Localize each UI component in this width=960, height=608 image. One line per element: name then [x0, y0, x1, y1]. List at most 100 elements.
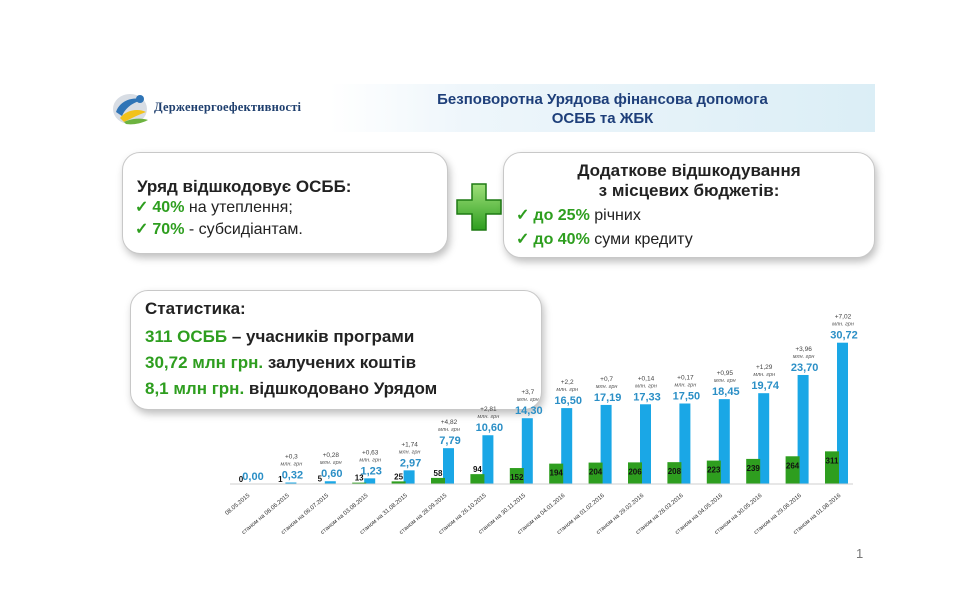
amount-bar	[718, 399, 730, 484]
agency-name: Держенергоефективності	[154, 100, 302, 114]
increment-label: +0,95	[717, 370, 734, 377]
amount-label: 17,33	[633, 391, 661, 403]
increment-label: +2,81	[480, 406, 497, 413]
increment-label: +0,7	[600, 376, 613, 383]
statistics-text: залучених коштів	[263, 353, 417, 372]
compensation-item: ✓ 40% на утеплення;	[135, 197, 293, 217]
participants-label: 152	[510, 473, 524, 482]
compensation-percent: 70%	[152, 221, 185, 238]
increment-label: +1,29	[756, 364, 773, 371]
participants-bar	[588, 462, 603, 484]
participants-bar	[352, 482, 367, 484]
increment-unit-label: млн. грн	[675, 383, 697, 389]
increment-label: +0,28	[323, 452, 340, 459]
participants-bar	[825, 451, 839, 484]
participants-label: 223	[707, 466, 721, 475]
category-label: 08.05.2015	[224, 493, 251, 517]
local-budget-percent: до 25%	[533, 207, 590, 224]
check-icon: ✓	[516, 207, 530, 224]
participants-label: 264	[786, 461, 800, 470]
participants-label: 194	[550, 469, 564, 478]
participants-bar	[470, 474, 485, 484]
amount-label: 16,50	[554, 395, 582, 407]
amount-bar	[600, 404, 612, 484]
increment-unit-label: млн. грн	[635, 383, 657, 389]
amount-bar	[758, 393, 770, 484]
amount-label: 7,79	[439, 435, 460, 447]
local-budget-heading-1: Додаткове відшкодування	[577, 161, 801, 180]
amount-label: 18,45	[712, 386, 740, 398]
local-budget-text: річних	[589, 207, 641, 224]
title-line-2: ОСББ та ЖБК	[551, 110, 654, 127]
increment-label: +3,7	[521, 389, 534, 396]
statistics-heading: Статистика:	[145, 299, 246, 318]
participants-label: 94	[473, 465, 482, 474]
amount-label: 14,30	[515, 405, 543, 417]
increment-unit-label: млн. грн	[793, 354, 815, 360]
participants-label: 58	[434, 469, 443, 478]
increment-unit-label: млн. грн	[320, 460, 342, 466]
participants-bar	[431, 477, 445, 484]
increment-unit-label: млн. грн	[399, 449, 421, 455]
participants-label: 311	[826, 456, 839, 465]
amount-bar	[797, 374, 809, 484]
increment-unit-label: млн. грн	[478, 414, 500, 420]
participants-label: 206	[628, 467, 642, 476]
participants-label: 13	[355, 474, 364, 483]
page-title: Безповоротна Урядова фінансова допомога …	[330, 90, 875, 128]
local-budget-heading-2: з місцевих бюджетів:	[598, 181, 780, 200]
participants-bar	[391, 481, 406, 484]
amount-bar	[482, 435, 494, 484]
check-icon: ✓	[516, 231, 530, 248]
amount-label: 30,72	[830, 330, 858, 342]
compensation-text: на утеплення;	[184, 199, 293, 216]
statistics-value: 30,72 млн грн.	[145, 353, 264, 372]
statistics-line: 30,72 млн грн. залучених коштів	[145, 353, 416, 373]
increment-unit-label: млн. грн	[596, 384, 618, 390]
participants-bar	[509, 468, 524, 484]
participants-label: 25	[394, 472, 403, 481]
local-budget-item: ✓ до 25% річних	[516, 205, 641, 225]
increment-label: +0,3	[285, 454, 298, 461]
amount-label: 0,60	[321, 468, 342, 480]
statistics-box: Статистика: 311 ОСББ – учасників програм…	[130, 290, 542, 410]
increment-unit-label: млн. грн	[753, 372, 775, 378]
increment-unit-label: млн. грн	[281, 462, 303, 468]
amount-bar	[285, 482, 297, 484]
amount-label: 10,60	[476, 422, 504, 434]
participants-label: 239	[747, 464, 761, 473]
participants-bar	[549, 463, 564, 484]
amount-label: 0,00	[242, 471, 263, 483]
participants-label: 5	[318, 474, 323, 483]
title-banner: Безповоротна Урядова фінансова допомога …	[330, 84, 875, 132]
increment-label: +0,63	[362, 449, 379, 456]
participants-label: 1	[278, 475, 283, 484]
compensation-text: - субсидіантам.	[184, 221, 303, 238]
participants-bar	[628, 462, 642, 484]
government-compensation-heading: Уряд відшкодовує ОСББ:	[137, 177, 352, 196]
amount-label: 23,70	[791, 362, 819, 374]
participants-bar	[667, 462, 682, 484]
amount-bar	[443, 448, 454, 484]
amount-bar	[640, 404, 651, 484]
statistics-text: відшкодовано Урядом	[244, 379, 438, 398]
amount-label: 0,32	[282, 470, 303, 482]
logo: Держенергоефективності	[110, 88, 330, 128]
check-icon: ✓	[135, 221, 149, 238]
amount-label: 17,19	[594, 392, 622, 404]
participants-label: 204	[589, 468, 603, 477]
statistics-value: 8,1 млн грн.	[145, 379, 245, 398]
increment-label: +0,17	[677, 375, 694, 382]
amount-bar	[521, 418, 533, 484]
local-budget-percent: до 40%	[533, 231, 590, 248]
local-budget-text: суми кредиту	[589, 231, 693, 248]
participants-bar	[785, 456, 800, 484]
participants-label: 208	[668, 467, 682, 476]
increment-unit-label: млн. грн	[556, 387, 578, 393]
increment-unit-label: млн. грн	[359, 457, 381, 463]
compensation-item: ✓ 70% - субсидіантам.	[135, 219, 303, 239]
amount-label: 19,74	[751, 380, 779, 392]
amount-label: 2,97	[400, 457, 421, 469]
statistics-value: 311 ОСББ	[145, 327, 228, 346]
